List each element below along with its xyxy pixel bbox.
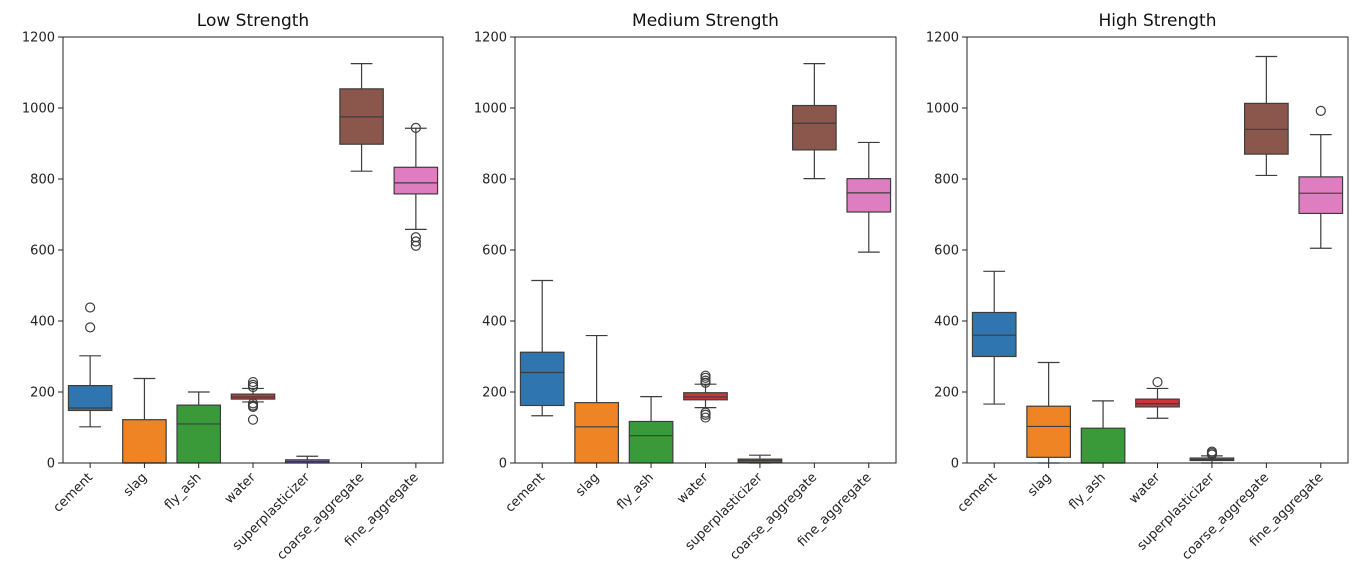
chart-title: Low Strength (197, 11, 309, 31)
box-iqr (67, 385, 113, 412)
chart-panel-2: Medium Strength 0 200 400 600 800 1000 1200 ceme… (474, 11, 897, 563)
box-iqr (1298, 176, 1344, 215)
box-cement (519, 279, 565, 417)
y-tick-label: 600 (934, 244, 959, 259)
y-tick-label: 1000 (926, 102, 959, 117)
x-tick-label: fly_ash (162, 470, 205, 513)
outlier-point (247, 376, 259, 388)
x-tick-label: fly_ash (614, 470, 657, 513)
box-slag (1026, 361, 1072, 464)
x-tick-label: slag (121, 470, 150, 499)
box-superplasticizer (1189, 446, 1235, 464)
box-coarse_aggregate (1243, 55, 1289, 177)
plot-frame (62, 36, 444, 464)
box-iqr (122, 419, 167, 464)
box-iqr (1135, 398, 1180, 408)
box-fly_ash (1080, 400, 1126, 464)
box-water (230, 376, 276, 425)
y-tick-label: 0 (499, 457, 507, 472)
y-tick-label: 1000 (474, 102, 507, 117)
box-fly_ash (176, 391, 222, 464)
box-iqr (971, 311, 1017, 358)
outlier-point (700, 375, 711, 386)
x-tick-label: fly_ash (1066, 470, 1109, 513)
y-tick-label: 0 (47, 457, 55, 472)
box-fine_aggregate (1298, 105, 1344, 249)
y-tick-label: 1200 (22, 31, 55, 46)
y-tick-label: 200 (934, 386, 959, 401)
outlier-point (247, 414, 259, 425)
y-tick-label: 1200 (474, 31, 507, 46)
x-tick-label: cement (503, 470, 548, 515)
y-tick-label: 0 (951, 457, 959, 472)
y-tick-label: 1200 (926, 31, 959, 46)
box-cement (971, 270, 1017, 405)
y-tick-label: 600 (30, 244, 55, 259)
outlier-point (410, 232, 421, 243)
box-iqr (176, 404, 222, 464)
x-tick-label: water (1127, 470, 1164, 507)
x-tick-label: water (675, 470, 712, 507)
outlier-point (1152, 376, 1163, 388)
box-coarse_aggregate (339, 63, 384, 172)
plot-frame (966, 36, 1349, 464)
y-tick-label: 800 (30, 173, 55, 188)
box-slag (574, 334, 620, 464)
box-slag (122, 377, 167, 464)
outlier-point (410, 122, 421, 133)
box-iqr (683, 392, 728, 401)
outlier-point (700, 370, 711, 381)
box-superplasticizer (737, 454, 783, 464)
outlier-point (1315, 105, 1326, 116)
x-tick-label: cement (955, 470, 1000, 515)
box-iqr (791, 104, 837, 151)
y-tick-label: 1000 (22, 102, 55, 117)
y-tick-label: 800 (482, 173, 507, 188)
box-iqr (1026, 405, 1072, 458)
box-cement (67, 302, 113, 428)
x-tick-label: slag (1025, 470, 1054, 499)
box-iqr (846, 178, 892, 213)
box-iqr (393, 166, 439, 195)
outlier-point (247, 398, 259, 409)
box-iqr (628, 420, 674, 464)
box-water (683, 370, 728, 423)
x-tick-label: water (222, 470, 259, 507)
box-superplasticizer (284, 455, 330, 464)
y-tick-label: 800 (934, 173, 959, 188)
outlier-point (410, 236, 421, 247)
outlier-point (1206, 446, 1218, 457)
plot-frame (514, 36, 897, 464)
outlier-point (85, 322, 96, 333)
box-coarse_aggregate (791, 63, 837, 180)
y-tick-label: 200 (30, 386, 55, 401)
outlier-point (700, 412, 711, 423)
chart-panel-3: High Strength 0 200 400 600 800 1000 1200 cement… (926, 11, 1349, 563)
x-tick-label: slag (573, 470, 602, 499)
box-iqr (519, 351, 565, 407)
box-water (1135, 376, 1180, 419)
y-tick-label: 200 (482, 386, 507, 401)
y-tick-label: 400 (482, 315, 507, 330)
outlier-point (700, 407, 711, 418)
box-fine_aggregate (846, 141, 892, 253)
box-iqr (574, 402, 620, 464)
outlier-point (85, 302, 96, 313)
y-tick-label: 400 (30, 315, 55, 330)
box-iqr (1080, 427, 1126, 464)
y-tick-label: 400 (934, 315, 959, 330)
chart-title: Medium Strength (632, 11, 779, 31)
chart-title: High Strength (1098, 11, 1216, 31)
y-tick-label: 600 (482, 244, 507, 259)
box-fly_ash (628, 396, 674, 464)
x-tick-label: cement (51, 470, 96, 515)
chart-panel-1: Low Strength 0 200 400 600 800 1000 1200 cement s… (22, 11, 444, 563)
box-fine_aggregate (393, 122, 439, 251)
outlier-point (247, 379, 259, 390)
